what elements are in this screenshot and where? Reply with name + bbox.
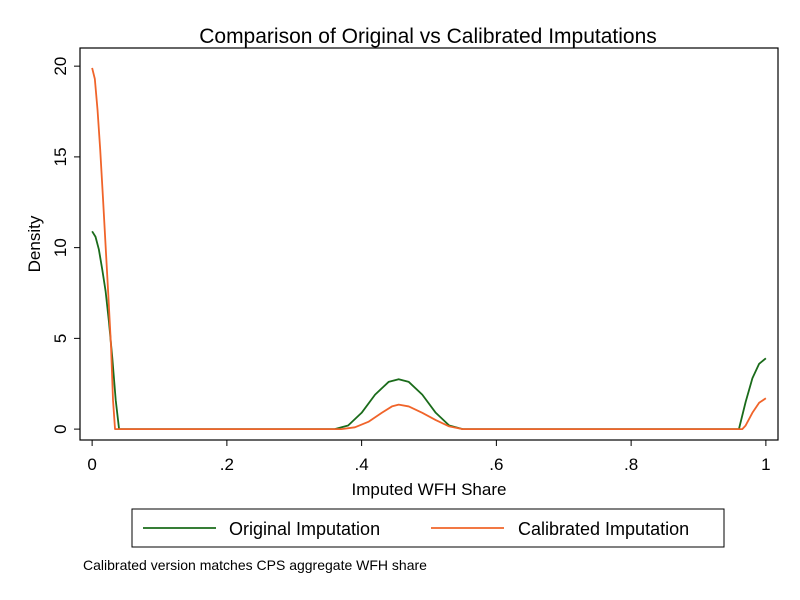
plot-frame xyxy=(79,47,779,441)
series-line-original xyxy=(91,230,767,431)
series-line-calibrated xyxy=(91,67,767,431)
x-axis: 0 .2 .4 .6 .8 1 xyxy=(87,440,771,474)
legend-box xyxy=(131,508,725,548)
y-tick-label: 10 xyxy=(51,238,70,257)
x-tick-label: .6 xyxy=(489,455,503,474)
y-tick-label: 0 xyxy=(51,424,70,433)
legend: Original Imputation Calibrated Imputatio… xyxy=(131,508,725,548)
x-tick-label: 1 xyxy=(761,455,770,474)
x-tick-label: .4 xyxy=(355,455,369,474)
chart-svg: Comparison of Original vs Calibrated Imp… xyxy=(25,25,779,548)
series-layer xyxy=(91,67,767,431)
x-tick-label: .2 xyxy=(220,455,234,474)
chart-title: Comparison of Original vs Calibrated Imp… xyxy=(199,25,657,48)
x-tick-label: .8 xyxy=(624,455,638,474)
y-axis: 0 5 10 15 20 xyxy=(51,57,80,434)
x-tick-label: 0 xyxy=(87,455,96,474)
y-axis-label: Density xyxy=(25,215,44,272)
y-tick-label: 15 xyxy=(51,147,70,166)
y-tick-label: 5 xyxy=(51,334,70,343)
legend-label-calibrated: Calibrated Imputation xyxy=(518,519,689,539)
chart-note: Calibrated version matches CPS aggregate… xyxy=(83,557,427,573)
x-axis-label: Imputed WFH Share xyxy=(352,480,507,499)
y-tick-label: 20 xyxy=(51,57,70,76)
legend-label-original: Original Imputation xyxy=(229,519,380,539)
